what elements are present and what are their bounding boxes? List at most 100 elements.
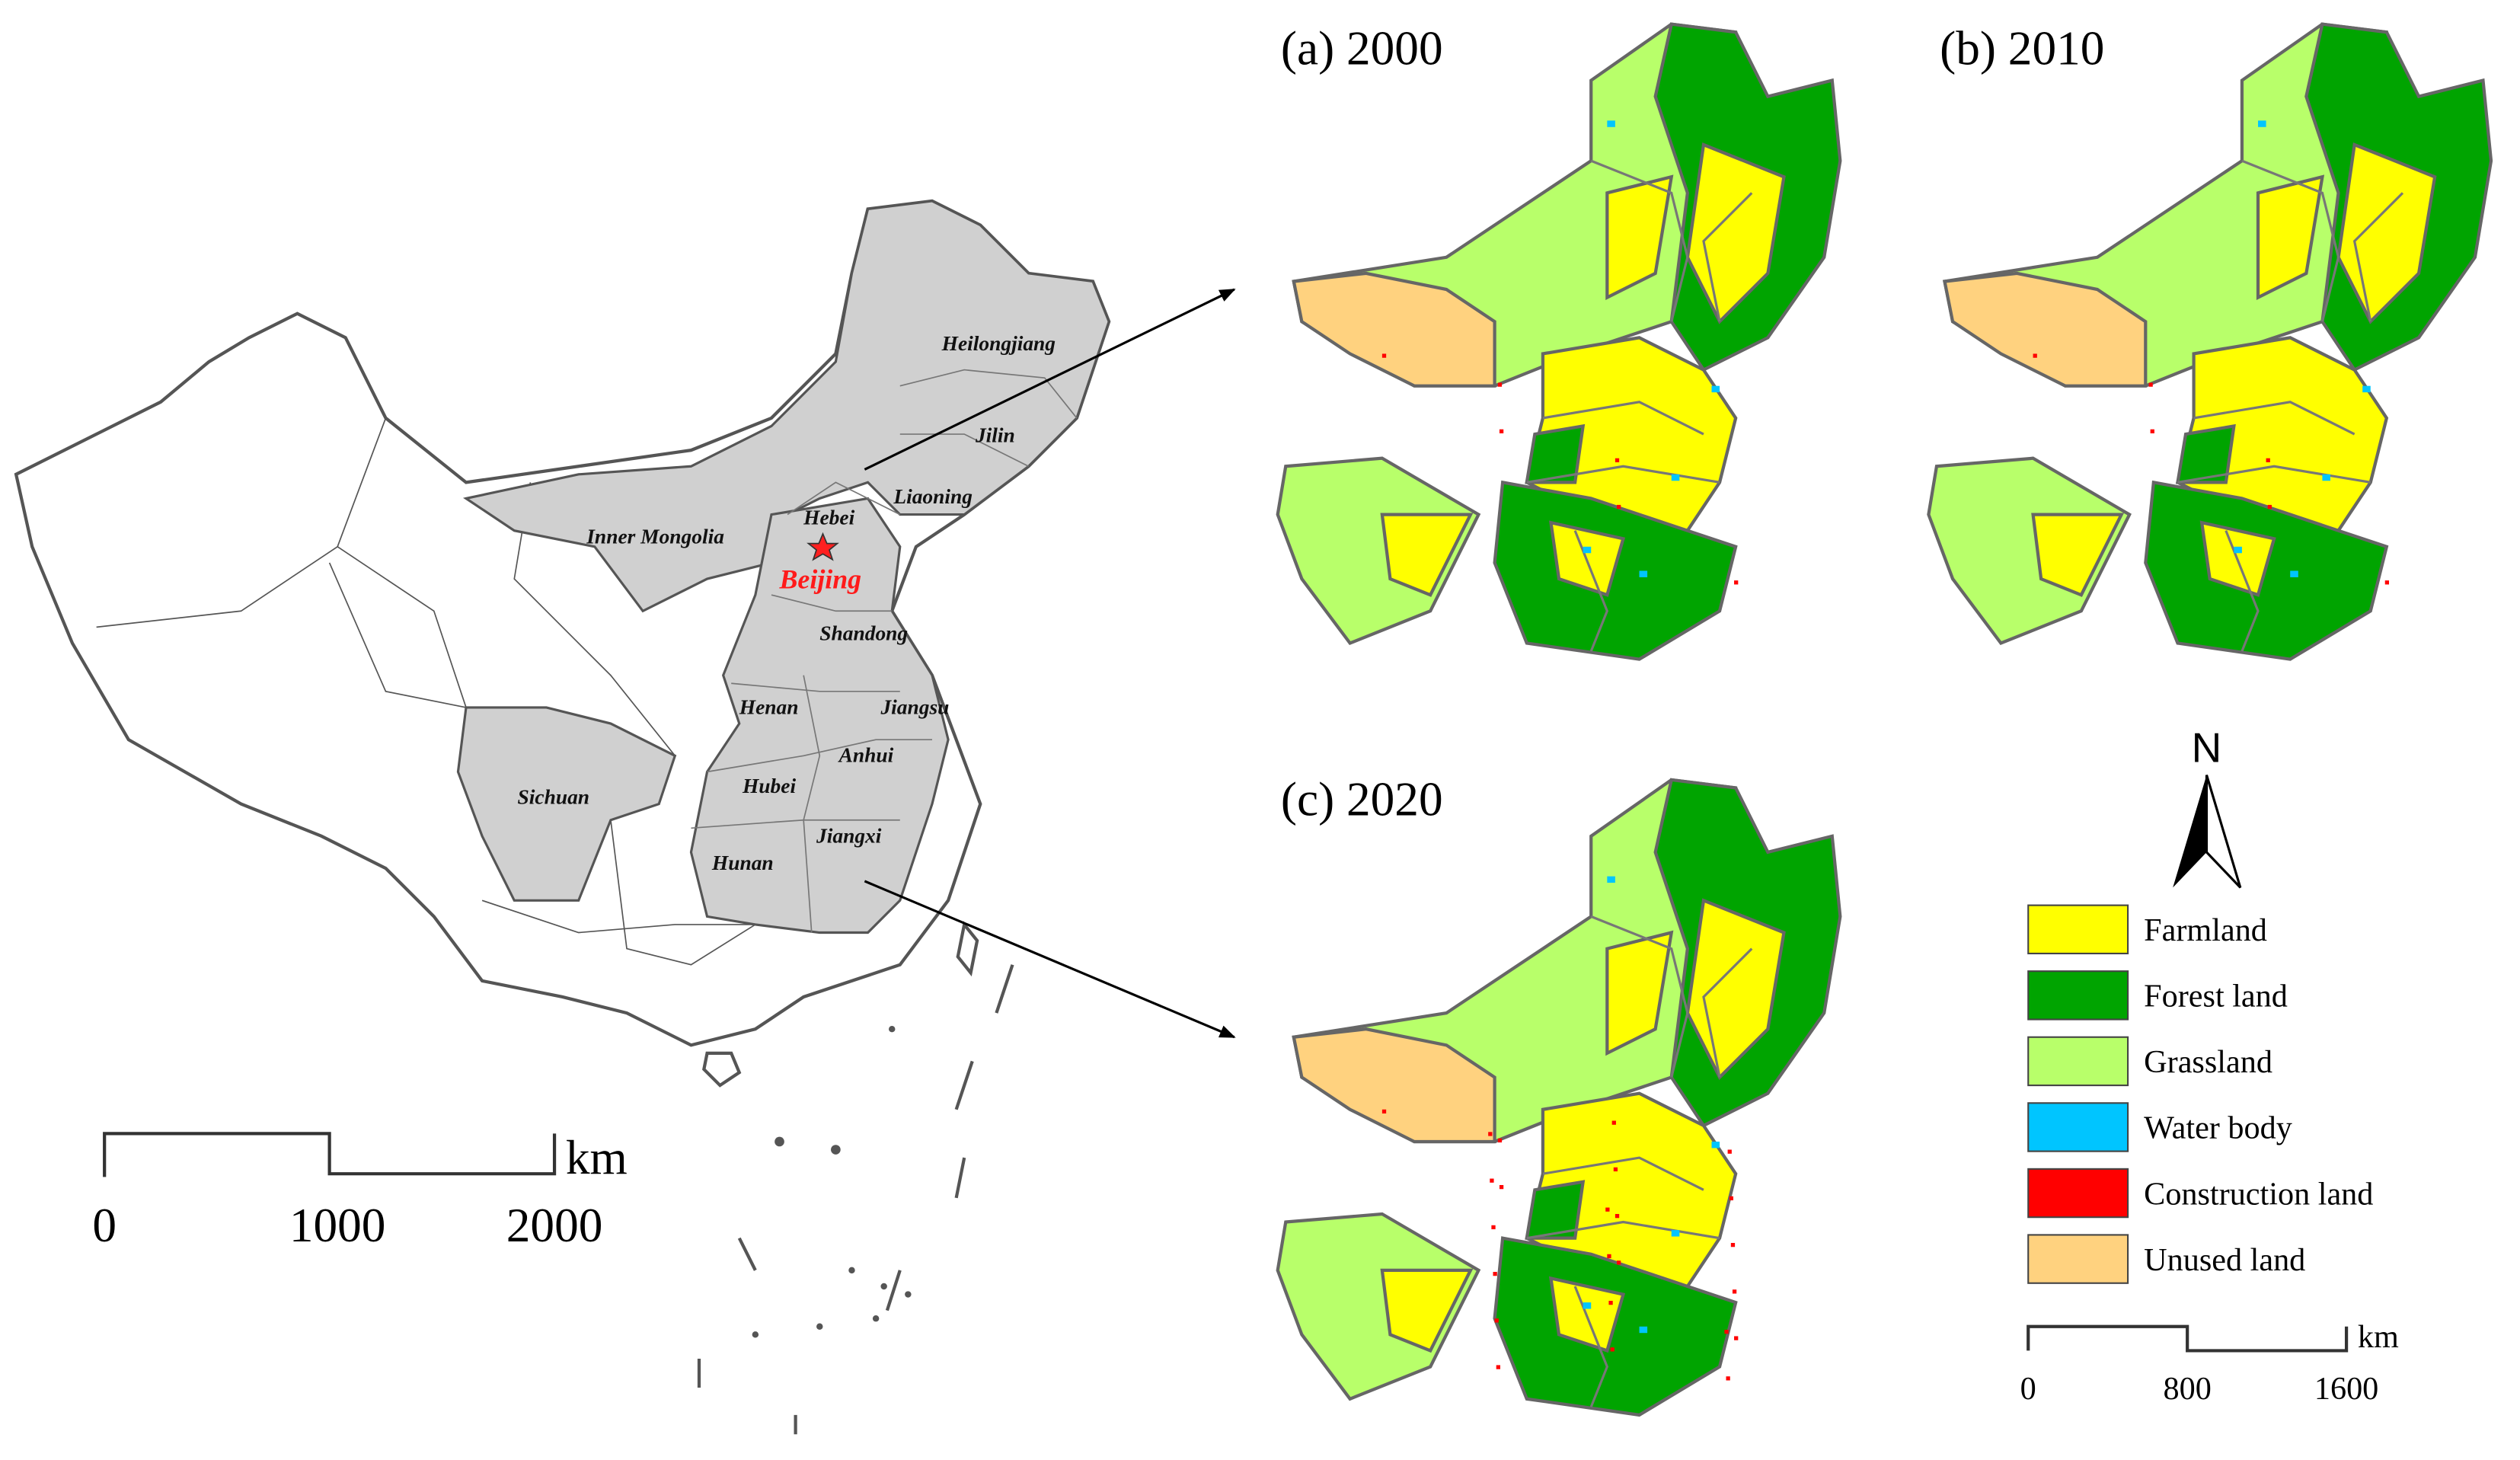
province-boundary: [1526, 465, 1720, 484]
legend-swatch: [2027, 1234, 2129, 1284]
water-patch: [1671, 474, 1680, 481]
land-use-map: [1276, 778, 1842, 1417]
land-use-patch: [1605, 174, 1674, 300]
province-boundary: [1590, 915, 1689, 1078]
province-label: Jiangxi: [816, 824, 882, 847]
scale-label: 0: [2020, 1371, 2036, 1407]
water-patch: [2258, 120, 2266, 127]
province-label: Hubei: [742, 775, 796, 797]
construction-patch: [1610, 1347, 1615, 1352]
water-patch: [1711, 1141, 1720, 1149]
north-arrow: [2205, 775, 2242, 889]
land-use-patch: [2176, 423, 2236, 484]
land-use-patch: [2031, 513, 2125, 597]
water-patch: [2290, 570, 2298, 577]
province-boundary: [1702, 192, 1753, 322]
water-patch: [1607, 876, 1615, 883]
construction-patch: [1729, 1196, 1733, 1201]
scale-bar-panels: [2027, 1324, 2349, 1353]
water-patch: [1671, 1230, 1680, 1237]
construction-patch: [1727, 1149, 1732, 1154]
construction-patch: [1381, 1109, 1387, 1114]
province-label: Sichuan: [518, 786, 590, 809]
scale-label: 800: [2164, 1371, 2212, 1407]
province-label: Liaoning: [893, 485, 973, 508]
province-boundary: [1542, 1156, 1704, 1191]
legend-swatch: [2027, 1036, 2129, 1087]
construction-patch: [2150, 429, 2154, 433]
scale-bar-overview: [103, 1132, 557, 1177]
panel-title: (a) 2000: [1281, 21, 1443, 75]
land-use-patch: [1380, 1268, 1474, 1353]
construction-patch: [1730, 1242, 1736, 1248]
scale-label: 1600: [2314, 1371, 2378, 1407]
legend: Farmland Forest land Grassland Water body Co…: [2027, 904, 2373, 1284]
construction-patch: [1494, 1318, 1499, 1323]
province-label: Shandong: [819, 621, 908, 644]
legend-label: Water body: [2144, 1110, 2292, 1146]
land-use-patch: [1276, 1212, 1481, 1401]
water-patch: [2322, 474, 2330, 481]
province-label: Beijing: [779, 564, 862, 595]
land-use-patch: [1927, 456, 2132, 646]
province-label: Hebei: [803, 506, 854, 529]
north-arrow: [2173, 775, 2207, 888]
legend-label: Unused land: [2144, 1242, 2305, 1278]
land-use-patch: [1292, 1027, 1496, 1144]
water-patch: [1583, 546, 1592, 554]
construction-patch: [2267, 504, 2272, 510]
construction-patch: [1491, 1225, 1496, 1230]
island-dots: [752, 1025, 912, 1338]
construction-patch: [1616, 504, 1621, 510]
arrow-south: [864, 880, 1236, 1039]
legend-label: Farmland: [2144, 912, 2267, 948]
construction-patch: [1734, 580, 1739, 585]
construction-patch: [1732, 1289, 1737, 1294]
province-label: Heilongjiang: [941, 332, 1056, 355]
water-patch: [1711, 385, 1720, 393]
construction-patch: [1611, 1120, 1616, 1125]
construction-patch: [2384, 580, 2390, 585]
province-boundary: [1542, 401, 1704, 436]
scale-label: 0: [92, 1199, 117, 1252]
construction-patch: [1616, 1260, 1621, 1265]
legend-label: Forest land: [2144, 979, 2288, 1014]
construction-patch: [2266, 458, 2270, 462]
construction-patch: [1499, 1184, 1504, 1190]
province-label: Jiangsu: [880, 695, 949, 718]
construction-patch: [1497, 1138, 1503, 1143]
construction-patch: [1608, 1300, 1613, 1305]
province-boundary: [1573, 530, 1609, 652]
beijing-star: [806, 532, 839, 561]
construction-patch: [1734, 1336, 1739, 1340]
construction-patch: [1724, 1329, 1729, 1334]
province-label: Anhui: [838, 744, 894, 767]
land-use-patch: [1380, 513, 1474, 597]
construction-patch: [1490, 1178, 1494, 1183]
islands: [697, 921, 1014, 1435]
water-patch: [2362, 385, 2371, 393]
construction-patch: [1605, 1207, 1610, 1212]
land-use-patch: [1525, 423, 1586, 484]
construction-patch: [1726, 1376, 1730, 1381]
land-use-patch: [1292, 271, 1496, 388]
construction-patch: [2033, 353, 2037, 358]
province-boundary: [1526, 1220, 1720, 1240]
province-boundary: [2241, 159, 2340, 322]
panel-title: (c) 2020: [1281, 772, 1443, 826]
land-use-patch: [1942, 271, 2148, 388]
water-patch: [1583, 1302, 1592, 1309]
construction-patch: [1496, 1365, 1500, 1369]
province-label: Inner Mongolia: [586, 526, 724, 548]
construction-patch: [2148, 382, 2153, 387]
construction-patch: [1488, 1132, 1493, 1136]
overview-map: Heilongjiang Jilin Liaoning Inner Mongolia H…: [14, 199, 1111, 1435]
interior-boundaries: [96, 417, 756, 966]
province-boundary: [1590, 159, 1689, 322]
construction-patch: [1499, 429, 1504, 433]
construction-patch: [1613, 1167, 1618, 1172]
legend-swatch: [2027, 1168, 2129, 1219]
water-patch: [1639, 570, 1648, 577]
